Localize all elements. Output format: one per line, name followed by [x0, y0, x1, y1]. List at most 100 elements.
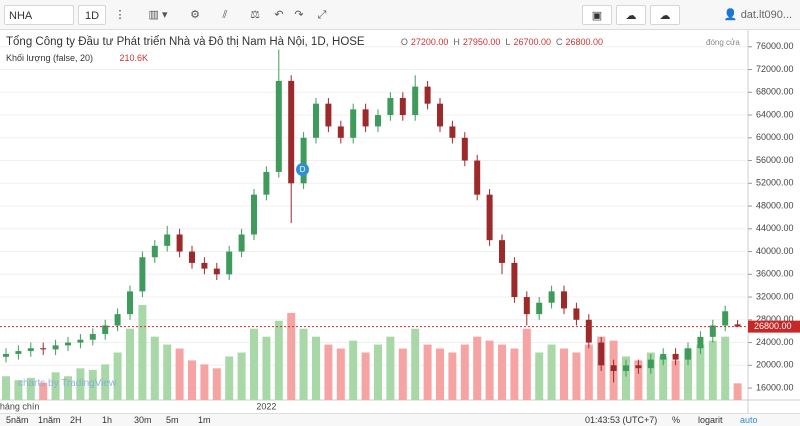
symbol-input[interactable]: NHA [4, 5, 74, 25]
candle-body [573, 308, 580, 320]
save-button[interactable]: ☁ [650, 5, 680, 25]
last-price-label: 26800.00 [754, 321, 792, 331]
undo-button[interactable]: ↶ [274, 9, 284, 21]
bottom-bar: 5năm 1năm 2H 1h 30m 5m 1m 01:43:53 (UTC+7) [0, 413, 800, 426]
candle-body [189, 251, 195, 263]
candle-body [350, 109, 357, 138]
candle-body [424, 86, 431, 104]
candle-body [15, 351, 22, 354]
candle-body [523, 297, 530, 315]
candle-body [127, 291, 133, 315]
event-marker[interactable]: D [296, 163, 309, 176]
volume-bar [547, 344, 556, 400]
candle-body [474, 160, 481, 195]
range-button[interactable]: 1h [102, 415, 113, 425]
candle-body [313, 103, 319, 138]
range-button[interactable]: 30m [134, 415, 152, 425]
candle-body [337, 126, 344, 138]
range-button[interactable]: 5năm [6, 415, 29, 425]
candle-body [399, 97, 406, 116]
volume-bar [287, 312, 296, 400]
percent-toggle[interactable]: % [672, 415, 681, 425]
volume-bar [423, 344, 432, 400]
chart-style-button[interactable]: ▥ ▾ [148, 9, 168, 21]
volume-bar [510, 348, 519, 400]
interval-button[interactable]: 1D [78, 5, 106, 25]
volume-bar [485, 340, 494, 400]
y-tick-label: 44000.00 [756, 223, 794, 233]
candle-body [251, 194, 257, 235]
volume-bar [659, 356, 668, 400]
more-button[interactable]: ⋮ [114, 9, 126, 21]
candle-body [3, 353, 9, 357]
y-tick-label: 56000.00 [756, 155, 794, 165]
candle-body [40, 348, 47, 350]
candle-body [697, 336, 704, 349]
volume-last: 210.6K [119, 53, 149, 63]
volume-bar [188, 360, 196, 400]
range-button[interactable]: 2H [70, 415, 82, 425]
legend: Tổng Công ty Đầu tư Phát triển Nhà và Đô… [6, 36, 603, 48]
candle-body [672, 353, 679, 360]
y-tick-label: 52000.00 [756, 178, 794, 188]
volume-bar [39, 382, 48, 400]
compare-button[interactable]: ⚖ [250, 9, 260, 21]
volume-bar [535, 352, 544, 400]
volume-bar [126, 328, 134, 400]
candle-body [685, 348, 691, 360]
ohlc-key: C [555, 37, 563, 47]
y-tick-label: 36000.00 [756, 269, 794, 279]
candle-body [52, 345, 59, 350]
log-toggle[interactable]: logarit [698, 415, 723, 425]
close-tag: đóng cửa [706, 38, 740, 47]
fullscreen-button[interactable]: ⤢ [317, 9, 327, 21]
volume-bar [622, 356, 630, 400]
y-tick-label: 72000.00 [756, 64, 794, 74]
range-button[interactable]: 5m [166, 415, 179, 425]
y-tick-label: 40000.00 [756, 246, 794, 256]
volume-bar [696, 344, 705, 400]
volume-legend: Khối lượng (false, 20) 210.6K [6, 53, 148, 63]
y-tick-label: 68000.00 [756, 87, 794, 97]
candle-body [226, 251, 233, 275]
settings-button[interactable]: ⚙ [190, 9, 200, 21]
y-tick-label: 64000.00 [756, 109, 794, 119]
volume-bar [138, 305, 147, 400]
volume-bar [572, 352, 581, 400]
volume-bar [101, 364, 110, 400]
candle-body [722, 311, 729, 326]
volume-bar [250, 328, 258, 400]
volume-bar [64, 376, 72, 400]
range-button[interactable]: 1năm [38, 415, 61, 425]
snapshot-button[interactable]: ▣ [582, 5, 612, 25]
user-menu[interactable]: 👤 dat.lt090... [723, 9, 793, 21]
volume-bar [398, 348, 407, 400]
volume-bar [721, 336, 730, 400]
candle-body [499, 240, 505, 263]
volume-bar [2, 376, 10, 400]
volume-bar [374, 344, 382, 400]
load-button[interactable]: ☁ [616, 5, 646, 25]
indicators-button[interactable]: ⫽ [222, 9, 228, 21]
volume-bar [274, 320, 283, 400]
candle-body [623, 365, 629, 371]
redo-button[interactable]: ↷ [294, 9, 304, 21]
volume-bar [684, 348, 692, 400]
range-button[interactable]: 1m [198, 415, 211, 425]
y-tick-label: 16000.00 [756, 382, 794, 392]
ohlc-key: O [400, 37, 408, 47]
auto-toggle[interactable]: auto [740, 415, 758, 425]
ohlc-value: 27950.00 [462, 37, 501, 47]
ohlc-key: H [453, 37, 460, 47]
volume-bar [386, 336, 395, 400]
candle-body [412, 86, 419, 116]
candle-body [647, 359, 654, 369]
volume-bar [76, 368, 85, 400]
ohlc: O 27200.00 H 27950.00 L 26700.00 C 26800.00 [396, 37, 603, 47]
volume-bar [436, 348, 444, 400]
candle-body [461, 137, 468, 161]
volume-bar [163, 344, 172, 400]
ohlc-value: 26800.00 [565, 37, 604, 47]
candle-body [77, 339, 84, 343]
candle-body [734, 324, 741, 327]
